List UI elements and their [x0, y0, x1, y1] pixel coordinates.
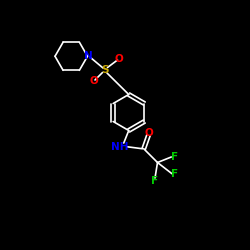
Text: N: N	[84, 51, 93, 61]
Text: O: O	[145, 128, 154, 138]
Text: S: S	[101, 65, 109, 75]
Text: F: F	[152, 176, 158, 186]
Text: F: F	[171, 152, 178, 162]
Text: O: O	[90, 76, 98, 86]
Text: O: O	[114, 54, 123, 64]
Text: F: F	[172, 169, 178, 179]
Text: NH: NH	[111, 142, 129, 152]
